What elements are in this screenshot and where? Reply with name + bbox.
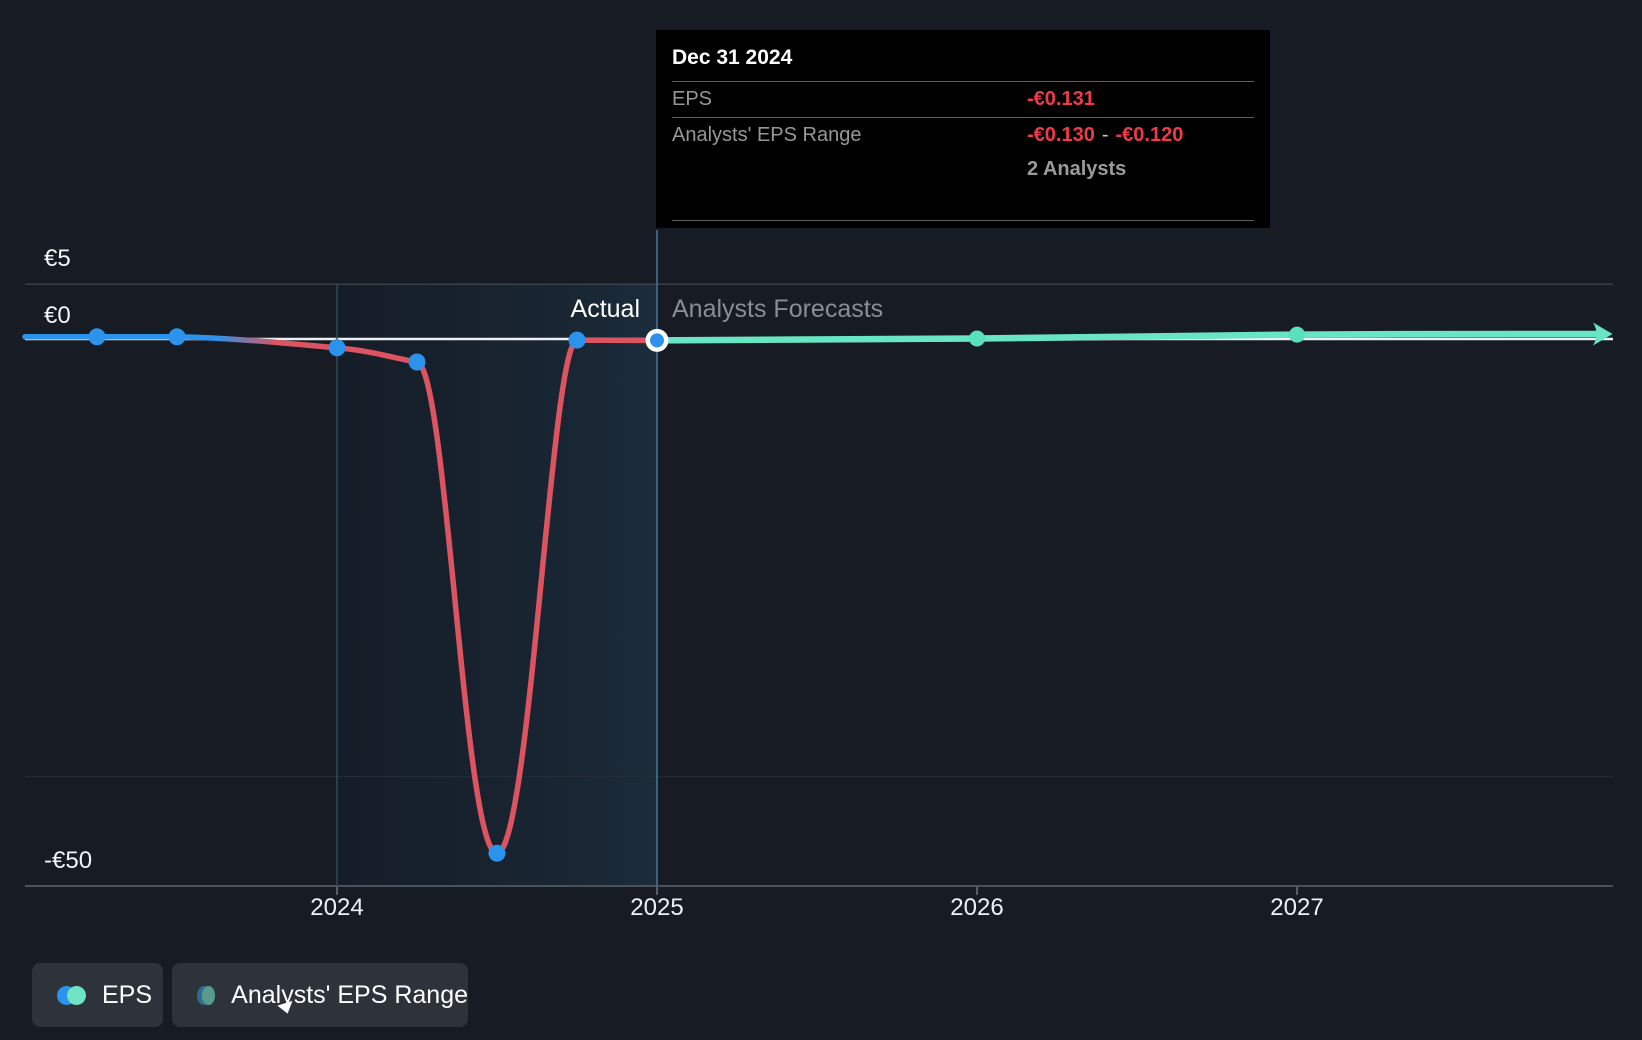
actual-phase-label: Actual [570, 295, 640, 323]
current-point-core [650, 333, 664, 348]
tooltip-eps-label: EPS [672, 88, 713, 110]
x-axis-label-2024: 2024 [310, 894, 364, 921]
tooltip-divider [672, 117, 1254, 118]
actual-data-point-2024.25[interactable] [408, 353, 426, 371]
tooltip-divider [672, 81, 1254, 82]
y-axis-label-5: €5 [44, 245, 71, 272]
y-axis-label-neg50: -€50 [44, 847, 93, 874]
actual-period-highlight [337, 284, 657, 886]
legend-eps[interactable]: EPS [32, 963, 163, 1027]
tooltip-range-separator: - [1101, 124, 1109, 146]
forecast-arrowhead-icon [1593, 322, 1613, 346]
x-axis-label-2025: 2025 [630, 894, 684, 921]
tooltip-range-row: Analysts' EPS Range -€0.130- -€0.120 [672, 118, 1254, 153]
tooltip-eps-value: -€0.131 [1027, 88, 1095, 110]
actual-data-point-2024.5[interactable] [488, 844, 506, 862]
forecast-data-point-2026[interactable] [969, 330, 985, 347]
legend-range-label: Analysts' EPS Range [231, 980, 468, 1009]
range-muted-teal-dot-icon [201, 985, 216, 1005]
tooltip-divider [672, 220, 1254, 221]
y-axis-label-0: €0 [44, 302, 71, 329]
analysts-eps-range-line [656, 330, 1602, 344]
tooltip-range-high: -€0.120 [1115, 124, 1184, 146]
x-axis-label-2026: 2026 [950, 894, 1004, 921]
tooltip-range-value: -€0.130- -€0.120 [1027, 124, 1183, 147]
tooltip-analyst-count: 2 Analysts [1027, 158, 1127, 180]
forecast-data-point-2027[interactable] [1289, 326, 1305, 343]
tooltip-range-label: Analysts' EPS Range [672, 124, 862, 146]
forecast-phase-label: Analysts Forecasts [672, 295, 884, 323]
tooltip-range-low: -€0.130 [1027, 124, 1095, 146]
actual-data-point-2024[interactable] [328, 339, 346, 357]
legend-analysts-eps-range[interactable]: Analysts' EPS Range [172, 963, 468, 1027]
tooltip: Dec 31 2024 EPS -€0.131 Analysts' EPS Ra… [656, 30, 1270, 228]
actual-data-point-2023.5[interactable] [168, 328, 186, 346]
x-axis-label-2027: 2027 [1270, 894, 1324, 921]
eps-teal-dot-icon [67, 985, 86, 1005]
eps-actual-line [22, 334, 660, 856]
legend-eps-label: EPS [102, 980, 153, 1009]
tooltip-date: Dec 31 2024 [672, 46, 793, 69]
actual-data-point-2024.75[interactable] [568, 331, 586, 349]
actual-data-point-2023.25[interactable] [88, 328, 106, 346]
tooltip-eps-row: EPS -€0.131 [672, 82, 1254, 117]
